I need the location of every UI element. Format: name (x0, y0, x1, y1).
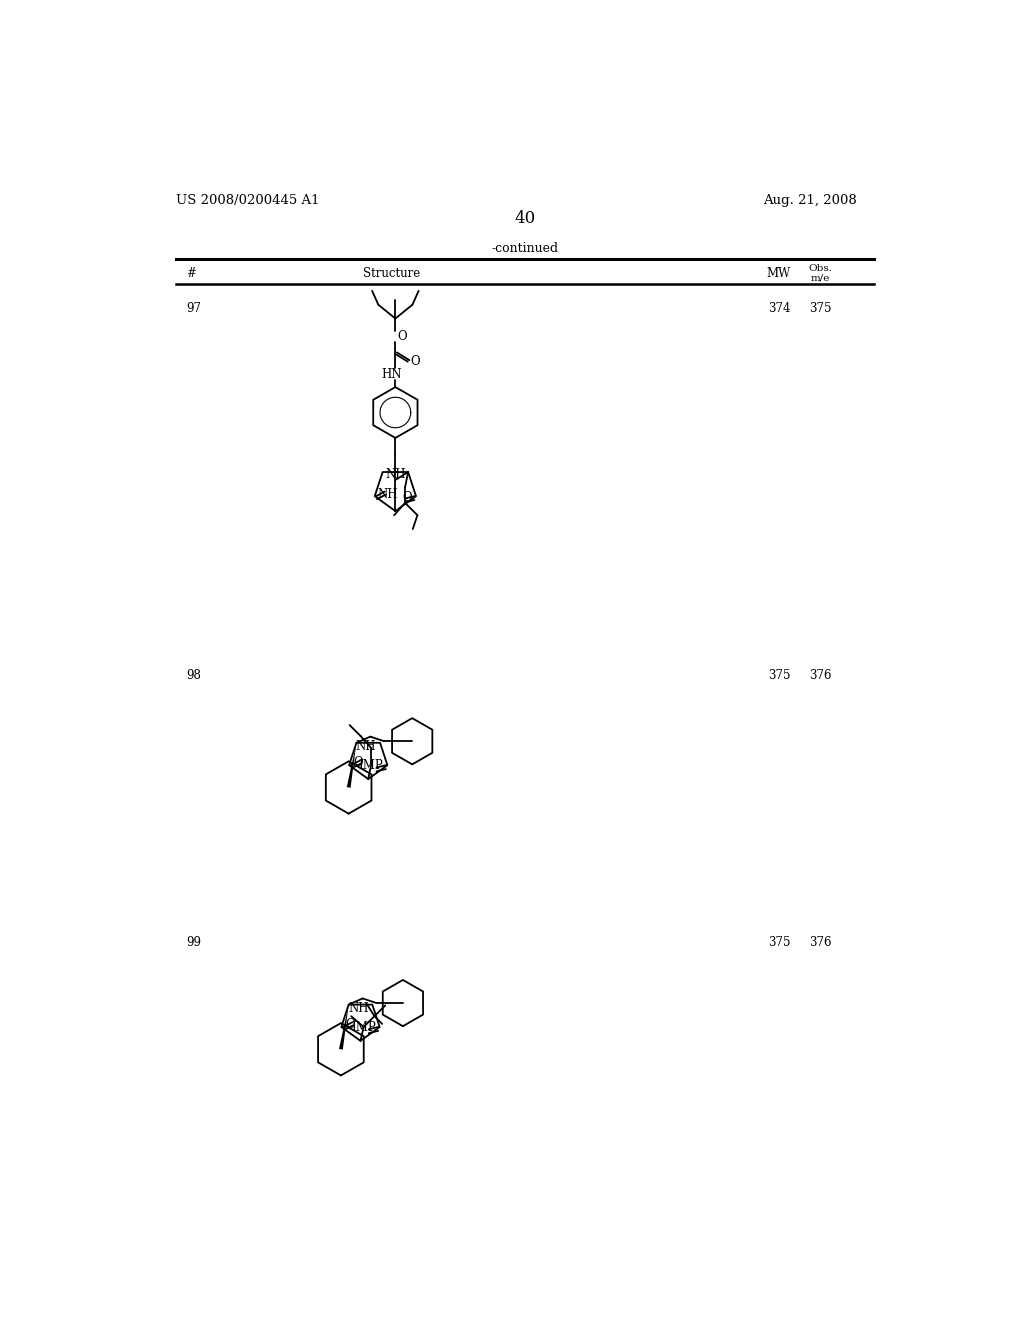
Text: IMP: IMP (358, 759, 384, 772)
Text: #: # (186, 268, 196, 280)
Text: -continued: -continued (492, 242, 558, 255)
Text: 98: 98 (186, 669, 201, 682)
Text: NH: NH (386, 467, 407, 480)
Polygon shape (347, 743, 356, 788)
Text: US 2008/0200445 A1: US 2008/0200445 A1 (176, 194, 319, 207)
Text: 375: 375 (809, 302, 831, 315)
Text: 376: 376 (809, 936, 831, 949)
Text: 376: 376 (809, 669, 831, 682)
Text: m/e: m/e (810, 273, 829, 282)
Text: O: O (397, 330, 408, 343)
Text: O: O (402, 491, 412, 504)
Text: NH: NH (348, 1002, 369, 1015)
Text: Obs.: Obs. (808, 264, 833, 273)
Text: 374: 374 (768, 302, 791, 315)
Text: 375: 375 (768, 936, 791, 949)
Text: 97: 97 (186, 302, 201, 315)
Text: 40: 40 (514, 210, 536, 227)
Text: IMP: IMP (351, 1022, 376, 1035)
Text: O: O (410, 355, 420, 368)
Text: O: O (353, 756, 362, 770)
Text: Structure: Structure (362, 268, 420, 280)
Text: NH: NH (378, 488, 398, 502)
Text: MW: MW (767, 268, 792, 280)
Text: HN: HN (381, 367, 402, 380)
Text: NH: NH (355, 741, 376, 754)
Text: 375: 375 (768, 669, 791, 682)
Text: 99: 99 (186, 936, 201, 949)
Text: O: O (345, 1018, 355, 1031)
Text: Aug. 21, 2008: Aug. 21, 2008 (764, 194, 857, 207)
Polygon shape (339, 1005, 348, 1049)
